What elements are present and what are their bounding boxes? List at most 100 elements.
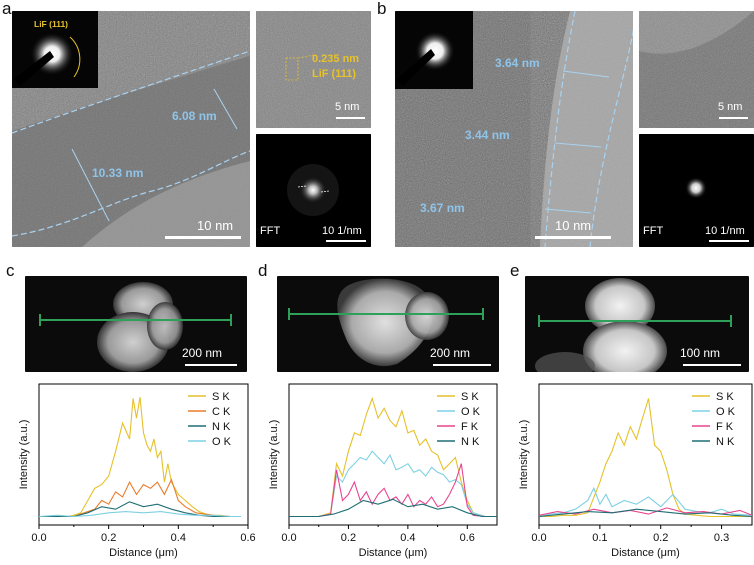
x-tick-label: 0.1 <box>592 532 607 544</box>
fft-b-pattern <box>639 134 754 247</box>
series-line-n-k <box>289 498 497 518</box>
plot-frame <box>538 383 753 526</box>
series-line-o-k <box>538 486 753 518</box>
fft-scale-label-a: 10 1/nm <box>322 225 362 237</box>
series-line-c-k <box>39 478 241 518</box>
tem-image-b: 3.64 nm 3.44 nm 3.67 nm 10 nm <box>395 11 633 247</box>
series-line-o-k <box>38 511 241 518</box>
scale-label-e: 100 nm <box>680 346 721 360</box>
measurement-a-1: 6.08 nm <box>172 109 217 123</box>
fft-scale-bar-b <box>709 240 749 242</box>
fft-scale-label-b: 10 1/nm <box>705 225 745 237</box>
x-tick-label: 0.4 <box>400 532 415 544</box>
saed-inset-a: LiF (111) <box>12 11 98 88</box>
hrtem-a-texture <box>256 11 371 128</box>
scale-bar-a <box>165 236 241 239</box>
eds-chart-c: 0.0 0.2 0.4 0.6 Distance (μm) Intensity (a.u.… <box>18 383 256 559</box>
measurement-b-3: 3.67 nm <box>420 201 465 215</box>
tem-image-a: LiF (111) 6.08 nm 10.33 nm 10 nm <box>12 11 250 247</box>
x-tick-label: 0.0 <box>31 532 46 544</box>
series-line-s-k <box>289 396 497 518</box>
saed-label-a: LiF (111) <box>34 19 68 29</box>
panel-label-b: b <box>377 0 387 18</box>
x-tick-label: 0.3 <box>714 532 729 544</box>
eds-chart-d: 0.0 0.2 0.4 0.6 Distance (μm) Intensity (a.u.… <box>268 383 498 559</box>
legend-entry: O K <box>461 406 481 418</box>
scale-bar-b <box>535 236 611 239</box>
scale-bar-e <box>683 364 741 366</box>
haadf-image-e: 100 nm <box>525 276 749 372</box>
panel-label-c: c <box>6 261 15 280</box>
scale-bar-b-hr <box>719 117 748 119</box>
lattice-plane-label: LiF (111) <box>312 68 357 80</box>
series-line-s-k <box>539 398 752 518</box>
saed-pattern-b <box>397 31 455 86</box>
saed-pattern-a: LiF (111) <box>14 19 81 86</box>
panel-label-e: e <box>510 261 520 280</box>
x-axis-label: Distance (μm) <box>109 547 178 559</box>
legend-entry: S K <box>212 391 230 403</box>
legend-entry: S K <box>461 391 479 403</box>
measurement-b-1: 3.64 nm <box>495 56 540 70</box>
x-axis-label: Distance (μm) <box>611 547 680 559</box>
scale-label-d: 200 nm <box>430 346 471 360</box>
panel-label-d: d <box>258 261 268 280</box>
scale-label-a-hr: 5 nm <box>335 101 360 113</box>
fft-a-pattern <box>256 134 371 247</box>
x-tick-label: 0.0 <box>281 532 296 544</box>
haadf-image-d: 200 nm <box>277 276 499 372</box>
x-tick-label: 0.2 <box>101 532 116 544</box>
legend-entry: F K <box>461 421 479 433</box>
hrtem-b-texture <box>639 11 754 128</box>
fft-image-b: FFT 10 1/nm <box>639 134 754 247</box>
x-axis-label: Distance (μm) <box>359 547 428 559</box>
haadf-d-particle <box>288 278 484 367</box>
panel-label-a: a <box>2 0 12 18</box>
legend-entry: N K <box>461 436 480 448</box>
hrtem-image-a: 0.235 nm LiF (111) 5 nm <box>256 11 371 128</box>
fft-image-a: FFT 10 1/nm <box>256 134 371 247</box>
legend-entry: S K <box>716 391 734 403</box>
legend-entry: O K <box>212 436 232 448</box>
series-line-n-k <box>538 508 753 518</box>
x-tick-label: 0.6 <box>460 532 475 544</box>
series-line-o-k <box>289 450 497 518</box>
haadf-e-particle <box>535 278 732 372</box>
measurement-b-2: 3.44 nm <box>465 128 510 142</box>
hrtem-image-b: 5 nm <box>639 11 754 128</box>
eds-line-profiles: 0.0 0.2 0.4 0.6 Distance (μm) Intensity (a.u.… <box>18 383 753 559</box>
x-tick-label: 0.2 <box>341 532 356 544</box>
fft-label-a: FFT <box>260 225 281 237</box>
scale-label-b-hr: 5 nm <box>718 101 743 113</box>
fft-label-b: FFT <box>643 225 664 237</box>
haadf-c-particle <box>39 282 232 372</box>
x-tick-label: 0.4 <box>171 532 186 544</box>
d-spacing-label: 0.235 nm <box>312 53 360 65</box>
series-line-s-k <box>39 397 241 518</box>
legend-entry: N K <box>212 421 231 433</box>
scale-bar-d <box>433 364 491 366</box>
eds-chart-e: 0.0 0.1 0.2 0.3 Distance (μm) Intensity (a.u.… <box>518 383 753 559</box>
saed-inset-b <box>395 11 473 89</box>
y-axis-label: Intensity (a.u.) <box>18 420 30 490</box>
scale-bar-a-hr <box>336 117 365 119</box>
scale-bar-c <box>185 364 237 366</box>
fft-scale-bar-a <box>326 240 366 242</box>
legend-entry: O K <box>716 406 736 418</box>
haadf-image-c: 200 nm <box>25 276 247 372</box>
legend-entry: C K <box>212 406 231 418</box>
scale-label-c: 200 nm <box>182 346 223 360</box>
x-tick-label: 0.2 <box>653 532 668 544</box>
legend-entry: F K <box>716 421 734 433</box>
series-line-f-k <box>289 463 497 518</box>
y-axis-label: Intensity (a.u.) <box>268 420 280 490</box>
series-line-n-k <box>39 501 241 518</box>
scale-label-a: 10 nm <box>197 218 234 233</box>
scale-label-b: 10 nm <box>555 218 592 233</box>
measurement-a-2: 10.33 nm <box>92 166 144 180</box>
x-tick-label: 0.6 <box>240 532 255 544</box>
y-axis-label: Intensity (a.u.) <box>518 420 530 490</box>
plot-frame <box>288 383 498 526</box>
legend-entry: N K <box>716 436 735 448</box>
x-tick-label: 0.0 <box>531 532 546 544</box>
